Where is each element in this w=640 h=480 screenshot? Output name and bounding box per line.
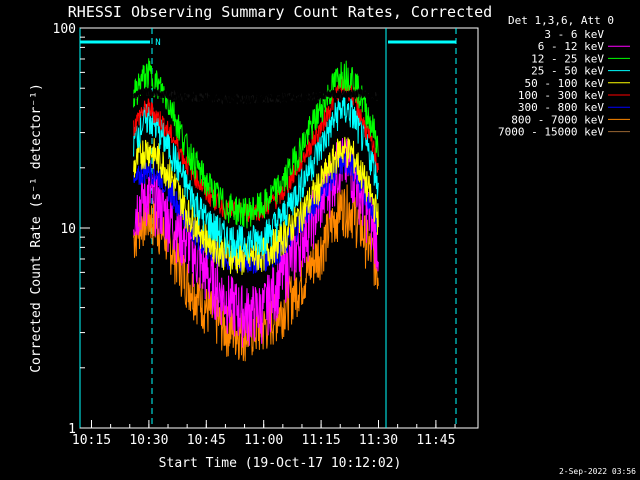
chart-title: RHESSI Observing Summary Count Rates, Co… [68, 3, 492, 21]
x-tick-label: 10:45 [187, 433, 226, 448]
x-tick-label: 11:45 [416, 433, 455, 448]
timestamp: 2-Sep-2022 03:56 [559, 467, 636, 476]
annotation-n: N [155, 38, 160, 48]
legend-label: 3 - 6 keV [544, 28, 604, 41]
x-tick-label: 11:15 [302, 433, 341, 448]
plot-area: N [79, 27, 479, 429]
x-tick-label: 10:30 [129, 433, 168, 448]
legend-label: 25 - 50 keV [531, 65, 604, 78]
series-line-50-100keV [133, 136, 379, 276]
legend-label: 12 - 25 keV [531, 52, 604, 65]
y-axis: 1 10 100 [53, 22, 90, 437]
legend-label: 300 - 800 keV [518, 101, 604, 114]
legend-label: 100 - 300 keV [518, 89, 604, 102]
series-line-12-25keV [133, 58, 379, 229]
legend-label: 50 - 100 keV [525, 77, 605, 90]
series-line-6-12keV [133, 137, 379, 348]
legend-title: Det 1,3,6, Att 0 [508, 14, 614, 27]
series-line-300-800keV [133, 151, 379, 274]
legend-label: 6 - 12 keV [538, 40, 605, 53]
y-axis-label: Corrected Count Rate (s⁻¹ detector⁻¹) [29, 83, 44, 373]
legend-label: 7000 - 15000 keV [498, 126, 604, 139]
y-tick-label: 100 [53, 22, 76, 37]
x-axis-label: Start Time (19-Oct-17 10:12:02) [159, 456, 402, 471]
legend-label: 800 - 7000 keV [511, 113, 604, 126]
x-axis: 10:15 10:30 10:45 11:00 11:15 11:30 11:45 [72, 420, 456, 448]
series-line-3-6keV-overlay [133, 87, 379, 105]
x-tick-label: 11:00 [244, 433, 283, 448]
series-line-25-50keV [133, 93, 379, 261]
y-tick-label: 10 [60, 222, 76, 237]
x-tick-label: 10:15 [72, 433, 111, 448]
y-tick-label: 1 [68, 422, 76, 437]
x-tick-label: 11:30 [359, 433, 398, 448]
